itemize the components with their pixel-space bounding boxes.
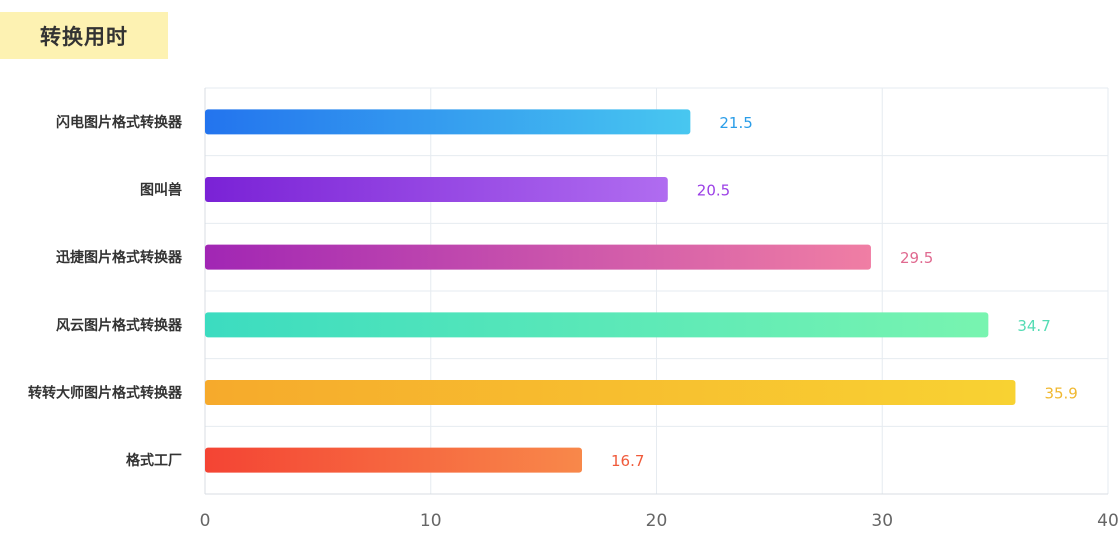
bar [205,244,871,270]
x-tick-label: 10 [420,511,442,531]
x-tick-label: 20 [646,511,668,531]
value-label: 29.5 [900,249,933,267]
bar [205,380,1016,405]
chart-title: 转换用时 [0,12,168,59]
category-label: 格式工厂 [126,452,182,469]
category-label: 转转大师图片格式转换器 [28,385,183,402]
category-label: 闪电图片格式转换器 [56,114,183,131]
bar [205,312,989,338]
bar [205,109,691,135]
value-label: 21.5 [719,114,752,132]
x-tick-label: 30 [871,511,893,531]
value-label: 35.9 [1044,385,1077,403]
category-label: 图叫兽 [140,182,182,199]
value-label: 16.7 [611,452,644,470]
x-tick-label: 0 [200,511,211,531]
x-tick-label: 40 [1097,511,1119,531]
value-label: 20.5 [697,182,730,200]
category-label: 风云图片格式转换器 [56,317,183,334]
category-label: 迅捷图片格式转换器 [56,249,183,266]
value-label: 34.7 [1017,317,1050,335]
bar [205,177,668,202]
bar [205,447,583,473]
